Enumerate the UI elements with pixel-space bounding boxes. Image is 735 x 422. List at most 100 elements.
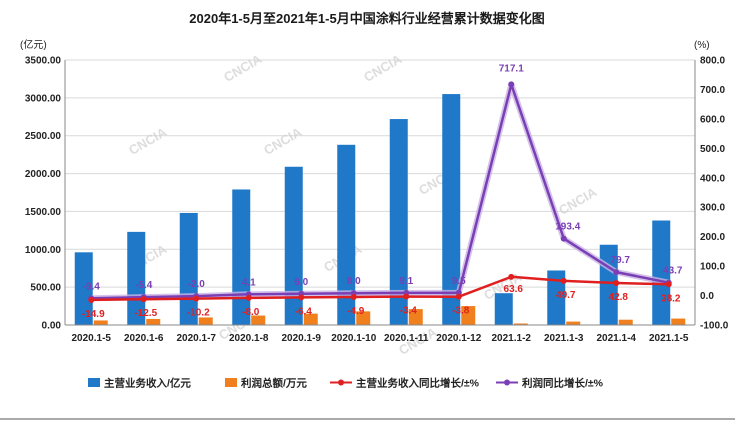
legend-revenue-growth-label: 主营业务收入同比增长/±%: [356, 377, 480, 390]
profit-growth-label: 43.7: [663, 266, 683, 277]
data-label-layer: -9.4 -5.4 -2.0 4.1 6.0 8.0 9.1 9.5 717.1 193.4 79.…: [82, 63, 683, 320]
watermark-text: CNCIA: [361, 51, 405, 85]
x-tick-label: 2020.1-12: [436, 333, 481, 344]
revenue-bar: [442, 94, 461, 325]
revenue-growth-point: [613, 279, 620, 286]
left-tick-label: 2000.00: [25, 169, 62, 180]
revenue-bar: [74, 252, 93, 325]
profit-bar: [356, 311, 371, 325]
revenue-growth-point: [508, 273, 515, 280]
x-tick-label: 2021.1-4: [597, 333, 637, 344]
revenue-growth-point: [455, 293, 462, 300]
revenue-bar: [652, 220, 671, 325]
x-tick-label: 2021.1-5: [649, 333, 689, 344]
revenue-growth-label: -4.9: [347, 306, 365, 317]
profit-bar: [251, 315, 266, 325]
revenue-growth-label: 49.7: [556, 290, 576, 301]
profit-growth-point: [508, 81, 515, 88]
profit-growth-label: -9.4: [83, 281, 101, 292]
revenue-growth-label: -3.4: [400, 306, 418, 317]
legend: 主营业务收入/亿元 利润总额/万元 主营业务收入同比增长/±% 利润同比增长/±%: [0, 377, 735, 420]
right-tick-label: 200.0: [700, 232, 725, 243]
profit-growth-label: 8.0: [347, 276, 361, 287]
revenue-growth-label: -3.8: [452, 306, 470, 317]
profit-growth-label: 9.5: [452, 276, 466, 287]
right-tick-label: 600.0: [700, 114, 725, 125]
revenue-bar: [494, 293, 513, 325]
watermark-text: CNCIA: [556, 184, 600, 218]
left-tick-label: 3500.00: [25, 56, 62, 67]
revenue-growth-label: 42.8: [609, 292, 629, 303]
right-tick-label: 300.0: [700, 203, 725, 214]
profit-bar: [198, 317, 213, 325]
line-layer: [88, 81, 672, 303]
profit-growth-label: -5.4: [135, 280, 153, 291]
revenue-growth-label: -8.0: [242, 307, 260, 318]
right-tick-label: 700.0: [700, 85, 725, 96]
revenue-growth-label: -10.2: [187, 308, 210, 319]
x-tick-label: 2020.1-9: [282, 333, 322, 344]
watermark-text: CNCIA: [261, 124, 305, 158]
left-tick-label: 2500.00: [25, 131, 62, 142]
x-tick-label: 2021.1-2: [492, 333, 532, 344]
left-tick-label: 1500.00: [25, 207, 62, 218]
revenue-bar: [337, 144, 356, 325]
profit-growth-label: 79.7: [611, 255, 631, 266]
revenue-growth-label: -12.5: [134, 308, 157, 319]
revenue-bar: [389, 119, 408, 325]
revenue-growth-label: 63.6: [504, 284, 524, 295]
profit-bar: [461, 306, 476, 325]
bar-layer: [74, 94, 686, 325]
profit-growth-label: 4.1: [242, 277, 256, 288]
profit-bar: [671, 318, 686, 325]
profit-bar: [513, 323, 528, 325]
right-tick-label: 500.0: [700, 144, 725, 155]
profit-growth-label: -2.0: [188, 279, 206, 290]
profit-growth-label: 717.1: [499, 63, 524, 74]
revenue-growth-line: [91, 275, 669, 302]
revenue-growth-point: [350, 293, 357, 300]
revenue-bar: [547, 270, 566, 325]
right-tick-label: 0.0: [700, 291, 714, 302]
legend-profit-label: 利润总额/万元: [241, 377, 307, 390]
profit-growth-label: 6.0: [294, 277, 308, 288]
revenue-bar: [284, 166, 303, 325]
revenue-growth-point: [140, 296, 147, 303]
profit-bar: [146, 318, 161, 325]
revenue-growth-point: [88, 296, 95, 303]
watermark-text: CNCIA: [126, 124, 170, 158]
right-tick-label: 800.0: [700, 56, 725, 67]
profit-growth-point: [613, 269, 620, 276]
x-tick-label: 2020.1-6: [124, 333, 164, 344]
profit-growth-point: [560, 235, 567, 242]
legend-revenue-label: 主营业务收入/亿元: [104, 377, 191, 390]
right-tick-label: 400.0: [700, 173, 725, 184]
watermark-text: CNCIA: [221, 51, 265, 85]
profit-growth-line: [91, 83, 670, 300]
revenue-growth-point: [193, 295, 200, 302]
left-tick-label: 3000.00: [25, 93, 62, 104]
x-tick-label: 2020.1-7: [177, 333, 217, 344]
legend-revenue-growth-marker: [338, 379, 344, 386]
revenue-growth-point: [245, 294, 252, 301]
right-axis-unit: (%): [694, 40, 710, 51]
profit-growth-label: 193.4: [555, 222, 580, 233]
x-tick-label: 2020.1-5: [72, 333, 112, 344]
revenue-growth-label: -6.4: [295, 306, 313, 317]
revenue-growth-point: [403, 293, 410, 300]
profit-bar: [93, 320, 108, 325]
revenue-growth-label: -14.9: [82, 309, 105, 320]
x-tick-label: 2021.1-3: [544, 333, 584, 344]
x-tick-label: 2020.1-10: [331, 333, 376, 344]
right-tick-label: 100.0: [700, 262, 725, 273]
revenue-bar: [232, 189, 251, 325]
legend-revenue-swatch: [88, 378, 100, 387]
profit-bar: [618, 319, 633, 325]
chart-title: 2020年1-5月至2021年1-5月中国涂料行业经营累计数据变化图: [189, 11, 544, 26]
left-tick-label: 500.00: [30, 283, 61, 294]
gridlines: [65, 59, 695, 326]
revenue-growth-point: [298, 294, 305, 301]
right-tick-label: -100.0: [700, 321, 729, 332]
